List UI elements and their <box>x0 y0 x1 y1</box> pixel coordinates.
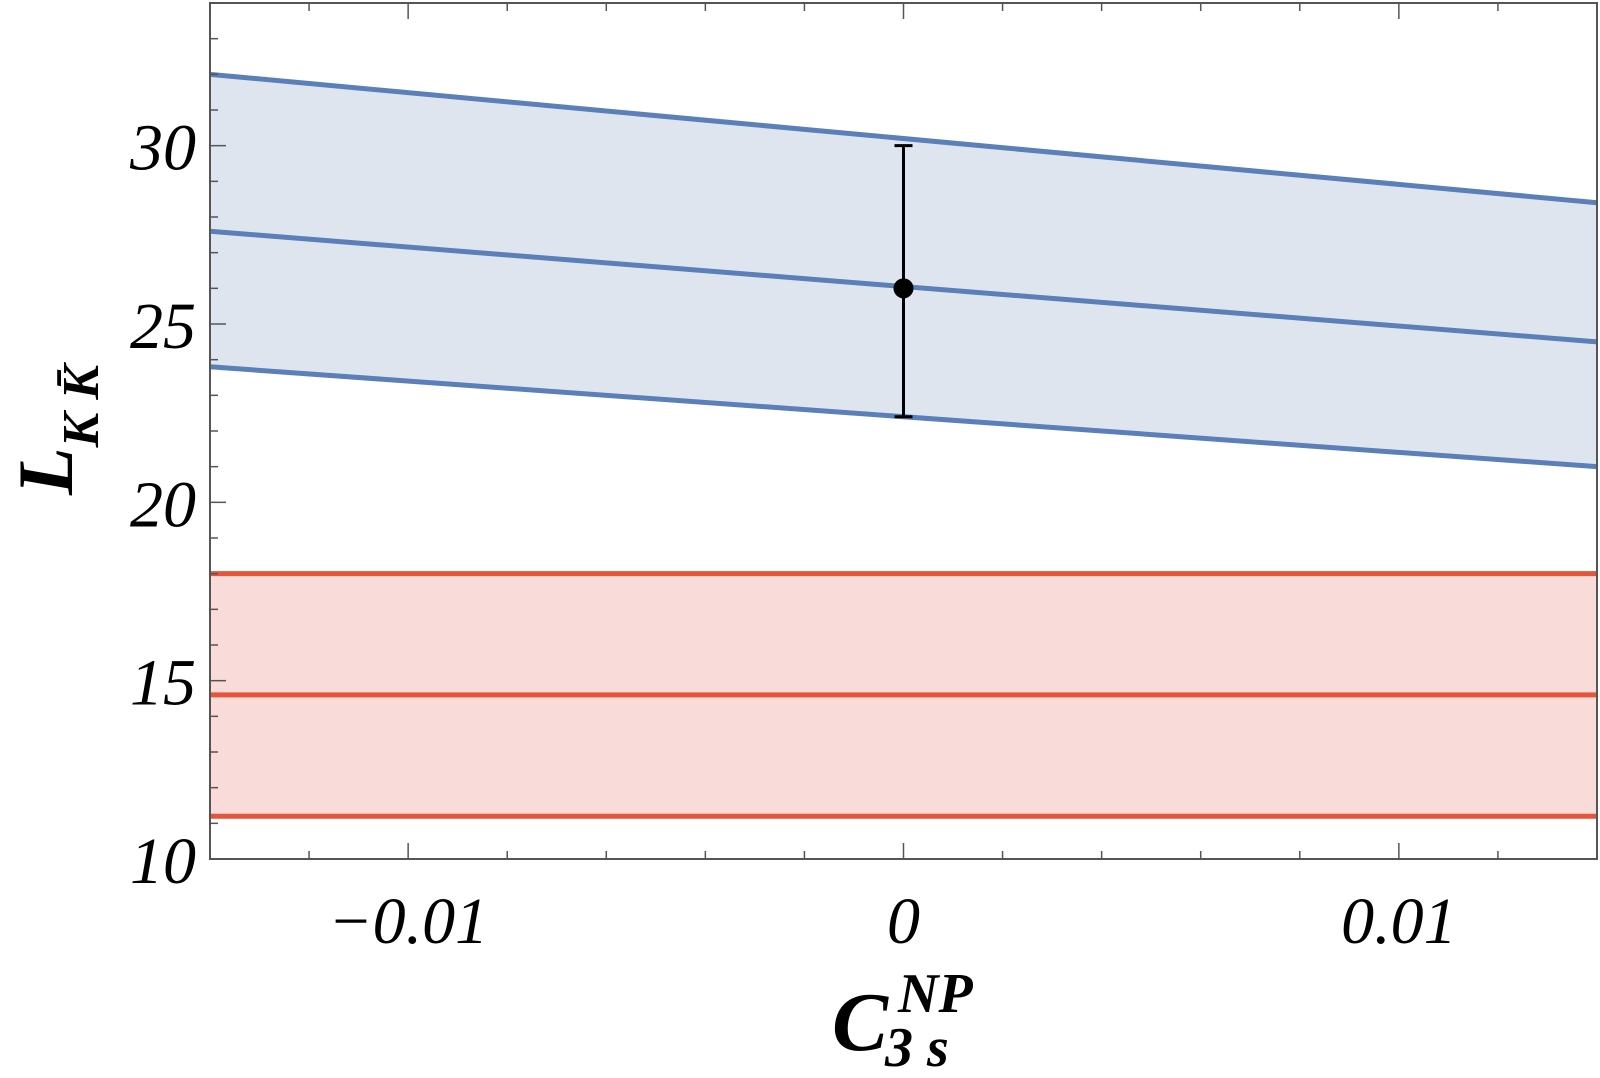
x-axis-label-main: C <box>832 976 889 1069</box>
y-tick-label: 30 <box>129 112 196 185</box>
x-tick-label: 0.01 <box>1341 885 1457 958</box>
y-tick-label: 20 <box>130 468 196 541</box>
y-axis-label: LK K̄ <box>2 362 110 496</box>
y-tick-label: 25 <box>130 290 196 363</box>
ticks-layer <box>209 2 1598 860</box>
x-axis-label-sup: NP <box>897 963 973 1025</box>
y-axis-label-main: L <box>2 447 89 496</box>
y-tick-label: 15 <box>130 647 196 720</box>
y-tick-label: 10 <box>130 825 196 898</box>
points-layer <box>893 144 914 419</box>
x-axis-label-sub: 3 s <box>884 1017 949 1078</box>
x-axis-label: C NP 3 s <box>832 963 973 1078</box>
x-tick-label: −0.01 <box>328 885 488 958</box>
tick-labels-layer: 10 15 20 25 30 −0.01 0 0.01 <box>129 112 1457 958</box>
band-line-0-high <box>209 71 1598 206</box>
svg-text:LK K̄: LK K̄ <box>2 362 110 496</box>
y-axis-label-sub: K K̄ <box>53 362 110 449</box>
x-tick-label: 0 <box>887 885 920 958</box>
data-point-0 <box>893 278 914 299</box>
